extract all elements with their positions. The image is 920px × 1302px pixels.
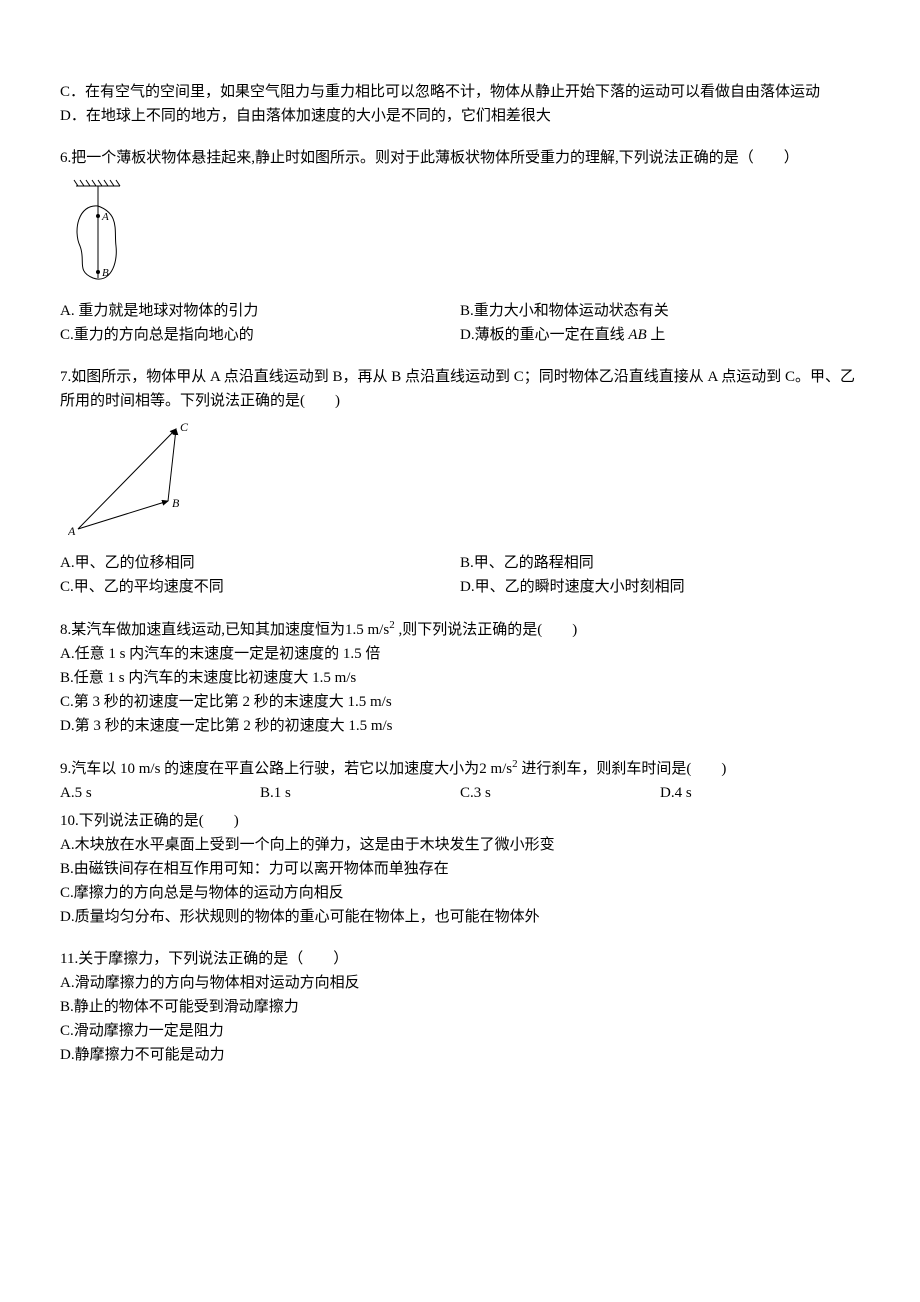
q11-option-c: C.滑动摩擦力一定是阻力 [60,1019,860,1043]
q9-stem-suffix: 进行刹车，则刹车时间是( ) [518,761,727,777]
q7-option-d: D.甲、乙的瞬时速度大小时刻相同 [460,575,860,599]
q7-label-b: B [172,496,180,510]
q7-option-a: A.甲、乙的位移相同 [60,551,460,575]
q7-option-c: C.甲、乙的平均速度不同 [60,575,460,599]
question-8: 8.某汽车做加速直线运动,已知其加速度恒为1.5 m/s2 ,则下列说法正确的是… [60,617,860,738]
q11-option-a: A.滑动摩擦力的方向与物体相对运动方向相反 [60,971,860,995]
q7-label-c: C [180,420,189,434]
q8-stem-value: 1.5 m/s [345,622,389,638]
question-11: 11.关于摩擦力，下列说法正确的是（ ） A.滑动摩擦力的方向与物体相对运动方向… [60,947,860,1067]
q6-optd-var: AB [628,327,646,343]
question-7: 7.如图所示，物体甲从 A 点沿直线运动到 B，再从 B 点沿直线运动到 C；同… [60,365,860,600]
q6-option-d: D.薄板的重心一定在直线 AB 上 [460,323,860,347]
q10-stem: 10.下列说法正确的是( ) [60,809,860,833]
q8-option-a: A.任意 1 s 内汽车的末速度一定是初速度的 1.5 倍 [60,642,860,666]
q11-stem: 11.关于摩擦力，下列说法正确的是（ ） [60,947,860,971]
q6-options: A. 重力就是地球对物体的引力 B.重力大小和物体运动状态有关 C.重力的方向总… [60,299,860,347]
q7-options: A.甲、乙的位移相同 B.甲、乙的路程相同 C.甲、乙的平均速度不同 D.甲、乙… [60,551,860,599]
q9-stem: 9.汽车以 10 m/s 的速度在平直公路上行驶，若它以加速度大小为2 m/s2… [60,756,860,781]
q10-option-d: D.质量均匀分布、形状规则的物体的重心可能在物体上，也可能在物体外 [60,905,860,929]
q9-option-a: A.5 s [60,781,260,805]
q5-option-c: C．在有空气的空间里，如果空气阻力与重力相比可以忽略不计，物体从静止开始下落的运… [60,80,860,104]
q8-stem-prefix: 8.某汽车做加速直线运动,已知其加速度恒为 [60,622,345,638]
q9-stem-value: 2 m/s [479,761,512,777]
q6-option-b: B.重力大小和物体运动状态有关 [460,299,860,323]
q5-option-d: D．在地球上不同的地方，自由落体加速度的大小是不同的，它们相差很大 [60,104,860,128]
q8-option-d: D.第 3 秒的末速度一定比第 2 秒的初速度大 1.5 m/s [60,714,860,738]
q7-figure: A B C [68,419,860,548]
q6-optd-prefix: D.薄板的重心一定在直线 [460,327,628,343]
q9-option-c: C.3 s [460,781,660,805]
q6-svg: A B [68,176,128,286]
q6-option-a: A. 重力就是地球对物体的引力 [60,299,460,323]
q6-label-a: A [101,211,109,223]
question-5-partial: C．在有空气的空间里，如果空气阻力与重力相比可以忽略不计，物体从静止开始下落的运… [60,80,860,128]
q6-figure: A B [68,176,860,295]
question-6: 6.把一个薄板状物体悬挂起来,静止时如图所示。则对于此薄板状物体所受重力的理解,… [60,146,860,347]
q7-label-a: A [68,524,76,538]
q7-option-b: B.甲、乙的路程相同 [460,551,860,575]
q8-option-b: B.任意 1 s 内汽车的末速度比初速度大 1.5 m/s [60,666,860,690]
q9-options: A.5 s B.1 s C.3 s D.4 s [60,781,860,805]
q9-option-b: B.1 s [260,781,460,805]
q6-label-b: B [102,267,109,279]
q8-option-c: C.第 3 秒的初速度一定比第 2 秒的末速度大 1.5 m/s [60,690,860,714]
q7-stem: 7.如图所示，物体甲从 A 点沿直线运动到 B，再从 B 点沿直线运动到 C；同… [60,365,860,413]
q9-stem-prefix: 9.汽车以 10 m/s 的速度在平直公路上行驶，若它以加速度大小为 [60,761,479,777]
question-10: 10.下列说法正确的是( ) A.木块放在水平桌面上受到一个向上的弹力，这是由于… [60,809,860,929]
question-9: 9.汽车以 10 m/s 的速度在平直公路上行驶，若它以加速度大小为2 m/s2… [60,756,860,805]
q6-stem: 6.把一个薄板状物体悬挂起来,静止时如图所示。则对于此薄板状物体所受重力的理解,… [60,146,860,170]
q10-option-a: A.木块放在水平桌面上受到一个向上的弹力，这是由于木块发生了微小形变 [60,833,860,857]
q8-stem-suffix: ,则下列说法正确的是( ) [395,622,578,638]
q7-svg: A B C [68,419,198,539]
q6-optd-suffix: 上 [647,327,666,343]
q6-option-c: C.重力的方向总是指向地心的 [60,323,460,347]
q8-stem: 8.某汽车做加速直线运动,已知其加速度恒为1.5 m/s2 ,则下列说法正确的是… [60,617,860,642]
q10-option-b: B.由磁铁间存在相互作用可知：力可以离开物体而单独存在 [60,857,860,881]
q10-option-c: C.摩擦力的方向总是与物体的运动方向相反 [60,881,860,905]
q11-option-d: D.静摩擦力不可能是动力 [60,1043,860,1067]
q9-option-d: D.4 s [660,781,860,805]
q11-option-b: B.静止的物体不可能受到滑动摩擦力 [60,995,860,1019]
